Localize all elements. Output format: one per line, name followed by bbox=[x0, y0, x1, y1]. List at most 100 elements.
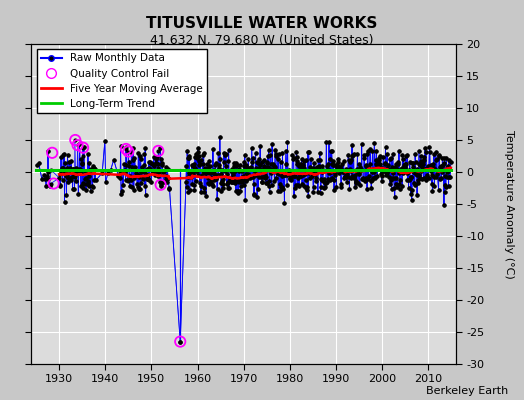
Point bbox=[253, 159, 261, 166]
Point bbox=[442, 184, 450, 190]
Point bbox=[319, 177, 328, 184]
Point bbox=[360, 155, 368, 161]
Point bbox=[89, 163, 97, 169]
Point bbox=[140, 151, 149, 157]
Point bbox=[75, 141, 84, 147]
Point bbox=[268, 140, 276, 147]
Point bbox=[117, 188, 126, 194]
Point bbox=[343, 171, 352, 177]
Point bbox=[206, 175, 215, 181]
Point bbox=[81, 176, 89, 182]
Point bbox=[85, 160, 93, 166]
Point bbox=[297, 164, 305, 170]
Point bbox=[372, 156, 380, 163]
Point bbox=[359, 176, 368, 182]
Point bbox=[378, 164, 386, 171]
Point bbox=[292, 148, 301, 155]
Point bbox=[146, 158, 154, 165]
Point bbox=[122, 176, 130, 183]
Point bbox=[406, 174, 414, 180]
Point bbox=[413, 192, 421, 198]
Point bbox=[366, 161, 374, 168]
Point bbox=[312, 178, 321, 184]
Point bbox=[356, 167, 365, 173]
Point bbox=[283, 168, 292, 174]
Point bbox=[243, 176, 252, 182]
Point bbox=[82, 187, 90, 193]
Point bbox=[271, 147, 279, 154]
Point bbox=[385, 166, 393, 173]
Point bbox=[205, 180, 214, 187]
Point bbox=[381, 144, 390, 150]
Point bbox=[246, 174, 254, 180]
Point bbox=[187, 168, 195, 175]
Point bbox=[341, 174, 350, 180]
Point bbox=[183, 148, 191, 154]
Point bbox=[154, 172, 162, 179]
Point bbox=[209, 146, 217, 153]
Point bbox=[308, 173, 316, 179]
Point bbox=[205, 158, 214, 164]
Point bbox=[275, 170, 283, 177]
Point bbox=[158, 162, 166, 168]
Point bbox=[313, 164, 322, 170]
Point bbox=[397, 166, 405, 172]
Point bbox=[330, 162, 338, 168]
Point bbox=[136, 156, 145, 162]
Point bbox=[304, 149, 313, 156]
Point bbox=[137, 180, 146, 187]
Point bbox=[367, 184, 376, 191]
Point bbox=[148, 160, 156, 167]
Point bbox=[230, 163, 238, 170]
Point bbox=[414, 172, 423, 178]
Point bbox=[415, 161, 423, 168]
Point bbox=[321, 180, 330, 186]
Point bbox=[380, 160, 389, 166]
Point bbox=[315, 150, 324, 156]
Point bbox=[441, 188, 449, 195]
Point bbox=[90, 166, 98, 172]
Point bbox=[201, 169, 210, 176]
Point bbox=[242, 178, 250, 184]
Point bbox=[265, 178, 273, 184]
Point bbox=[298, 155, 306, 162]
Point bbox=[87, 167, 95, 173]
Point bbox=[415, 148, 423, 154]
Point bbox=[80, 144, 89, 150]
Point bbox=[231, 168, 239, 174]
Point bbox=[301, 171, 309, 177]
Point bbox=[267, 170, 275, 176]
Point bbox=[241, 197, 249, 204]
Point bbox=[90, 177, 99, 183]
Point bbox=[149, 169, 157, 176]
Point bbox=[156, 178, 164, 185]
Point bbox=[116, 142, 125, 149]
Point bbox=[264, 153, 272, 160]
Point bbox=[411, 151, 419, 158]
Point bbox=[262, 174, 270, 180]
Point bbox=[237, 176, 246, 183]
Point bbox=[317, 176, 325, 182]
Point bbox=[389, 175, 398, 181]
Point bbox=[185, 170, 193, 176]
Point bbox=[73, 142, 82, 148]
Point bbox=[383, 150, 391, 157]
Point bbox=[119, 181, 127, 188]
Point bbox=[263, 179, 271, 186]
Point bbox=[116, 168, 124, 174]
Point bbox=[421, 176, 430, 183]
Point bbox=[275, 170, 283, 177]
Point bbox=[268, 182, 276, 188]
Point bbox=[416, 175, 424, 182]
Point bbox=[74, 169, 83, 176]
Point bbox=[70, 172, 78, 178]
Point bbox=[234, 188, 243, 194]
Point bbox=[296, 173, 304, 180]
Point bbox=[298, 181, 307, 188]
Point bbox=[330, 187, 338, 193]
Point bbox=[283, 182, 291, 188]
Point bbox=[398, 183, 406, 189]
Point bbox=[333, 162, 342, 169]
Point bbox=[226, 176, 234, 183]
Point bbox=[202, 170, 211, 176]
